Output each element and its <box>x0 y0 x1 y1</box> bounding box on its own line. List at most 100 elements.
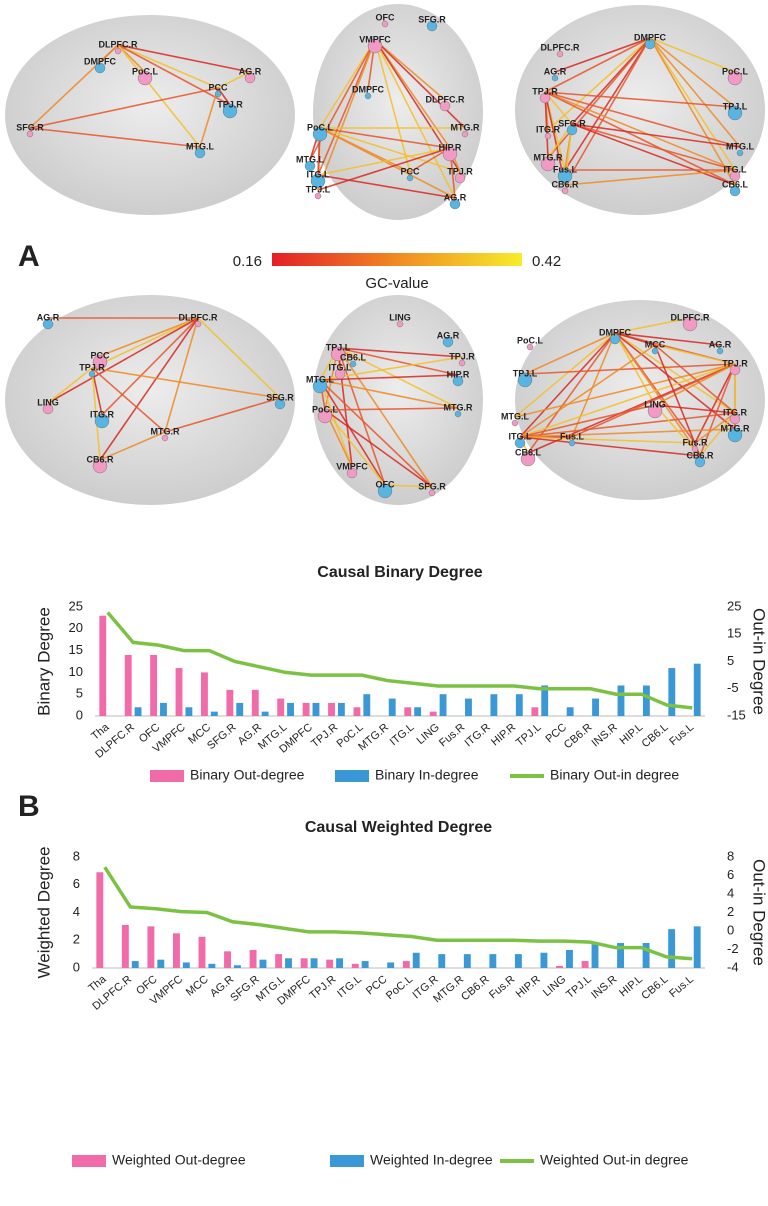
bar <box>226 690 233 716</box>
panel-label: B <box>18 790 40 823</box>
x-tick-label: ITG.R <box>463 721 493 749</box>
legend-label: Weighted In-degree <box>370 1152 493 1168</box>
region-label: MTG.L <box>726 141 754 151</box>
region-label: DLPFC.R <box>179 312 218 322</box>
region-label: ITG.L <box>724 164 747 174</box>
y2-tick-label: 6 <box>727 867 734 882</box>
bar <box>464 954 471 968</box>
region-label: VMPFC <box>359 34 391 44</box>
y-tick-label: 15 <box>69 642 83 657</box>
region-label: MTG.R <box>721 423 750 433</box>
region-label: MCC <box>645 339 666 349</box>
x-tick-label: INS.R <box>590 721 620 749</box>
x-tick-label: SFG.R <box>205 721 239 752</box>
region-label: TPJ.R <box>722 358 748 368</box>
x-tick-label: TPJ.R <box>309 721 340 750</box>
bar <box>224 951 231 968</box>
bar <box>336 958 343 968</box>
x-tick-label: PoC.L <box>384 973 415 1002</box>
region-label: PoC.L <box>307 122 334 132</box>
bar <box>440 694 447 716</box>
region-label: PoC.L <box>312 404 339 414</box>
x-tick-label: LING <box>541 973 568 999</box>
region-label: DMPFC <box>634 32 666 42</box>
y2-axis-title: Out-in Degree <box>750 859 768 966</box>
region-label: DLPFC.R <box>99 39 138 49</box>
region-label: MTG.L <box>501 411 529 421</box>
region-label: SFG.R <box>418 14 446 24</box>
region-label: MTG.R <box>444 402 473 412</box>
bar <box>277 699 284 716</box>
bar <box>352 964 359 968</box>
bar <box>582 961 589 968</box>
y2-tick-label: -2 <box>727 941 739 956</box>
brain-sagittal <box>5 15 295 215</box>
region-label: ITG.R <box>723 407 747 417</box>
bar <box>311 958 318 968</box>
bar <box>438 954 445 968</box>
region-label: TPJ.R <box>532 86 558 96</box>
bar <box>135 707 142 716</box>
region-label: MTG.R <box>451 122 480 132</box>
y2-tick-label: -4 <box>727 959 739 974</box>
page: A B 0.16 0.42 GC-value DLPFC.RDMPFCPoC.L… <box>0 0 768 1206</box>
region-label: TPJ.L <box>306 184 331 194</box>
bar <box>262 712 269 716</box>
y2-axis-title: Out-in Degree <box>750 608 768 715</box>
bar <box>176 668 183 716</box>
y2-tick-label: -5 <box>727 680 739 695</box>
region-label: ITG.R <box>90 409 114 419</box>
x-tick-label: TPJ.L <box>564 973 594 1001</box>
region-label: TPJ.L <box>723 101 748 111</box>
y2-tick-label: 0 <box>727 922 734 937</box>
panel-label: A <box>18 240 40 273</box>
y2-tick-label: 2 <box>727 904 734 919</box>
legend-swatch <box>72 1155 106 1167</box>
bar <box>185 707 192 716</box>
y-tick-label: 6 <box>73 876 80 891</box>
bar <box>465 699 472 716</box>
region-label: DMPFC <box>352 84 384 94</box>
region-label: PCC <box>208 82 228 92</box>
y-axis-title: Binary Degree <box>34 607 53 716</box>
brain-coronal <box>515 300 765 500</box>
bar <box>618 685 625 716</box>
region-label: ITG.L <box>329 362 352 372</box>
region-label: DLPFC.R <box>671 312 710 322</box>
region-label: AG.R <box>444 192 467 202</box>
bar <box>413 953 420 968</box>
region-label: CB6.R <box>86 454 114 464</box>
region-label: SFG.R <box>266 392 294 402</box>
legend-swatch <box>335 770 369 782</box>
bar <box>211 712 218 716</box>
legend-label: Weighted Out-in degree <box>540 1152 689 1168</box>
bar <box>515 954 522 968</box>
bar <box>183 962 190 968</box>
bar <box>668 668 675 716</box>
y-tick-label: 5 <box>76 686 83 701</box>
colorbar-label: GC-value <box>365 275 428 292</box>
x-tick-label: TPJ.L <box>514 721 544 749</box>
region-label: PCC <box>400 166 420 176</box>
legend-label: Binary In-degree <box>375 767 479 783</box>
bar <box>160 703 167 716</box>
region-label: CB6.L <box>722 179 749 189</box>
region-label: TPJ.R <box>79 362 105 372</box>
bar <box>387 962 394 968</box>
bar <box>362 961 369 968</box>
region-label: CB6.R <box>551 179 579 189</box>
x-tick-label: ITG.L <box>335 973 364 1000</box>
bar <box>147 926 154 968</box>
bar <box>132 961 139 968</box>
region-label: MTG.R <box>534 152 563 162</box>
bar <box>403 961 410 968</box>
region-label: TPJ.R <box>217 99 243 109</box>
region-label: DLPFC.R <box>541 42 580 52</box>
region-label: MTG.R <box>151 426 180 436</box>
region-label: CB6.L <box>515 447 542 457</box>
chart-title: Causal Binary Degree <box>317 564 483 581</box>
region-label: AG.R <box>239 66 262 76</box>
bar <box>643 685 650 716</box>
bar <box>125 655 132 716</box>
x-tick-label: LING <box>415 721 442 747</box>
